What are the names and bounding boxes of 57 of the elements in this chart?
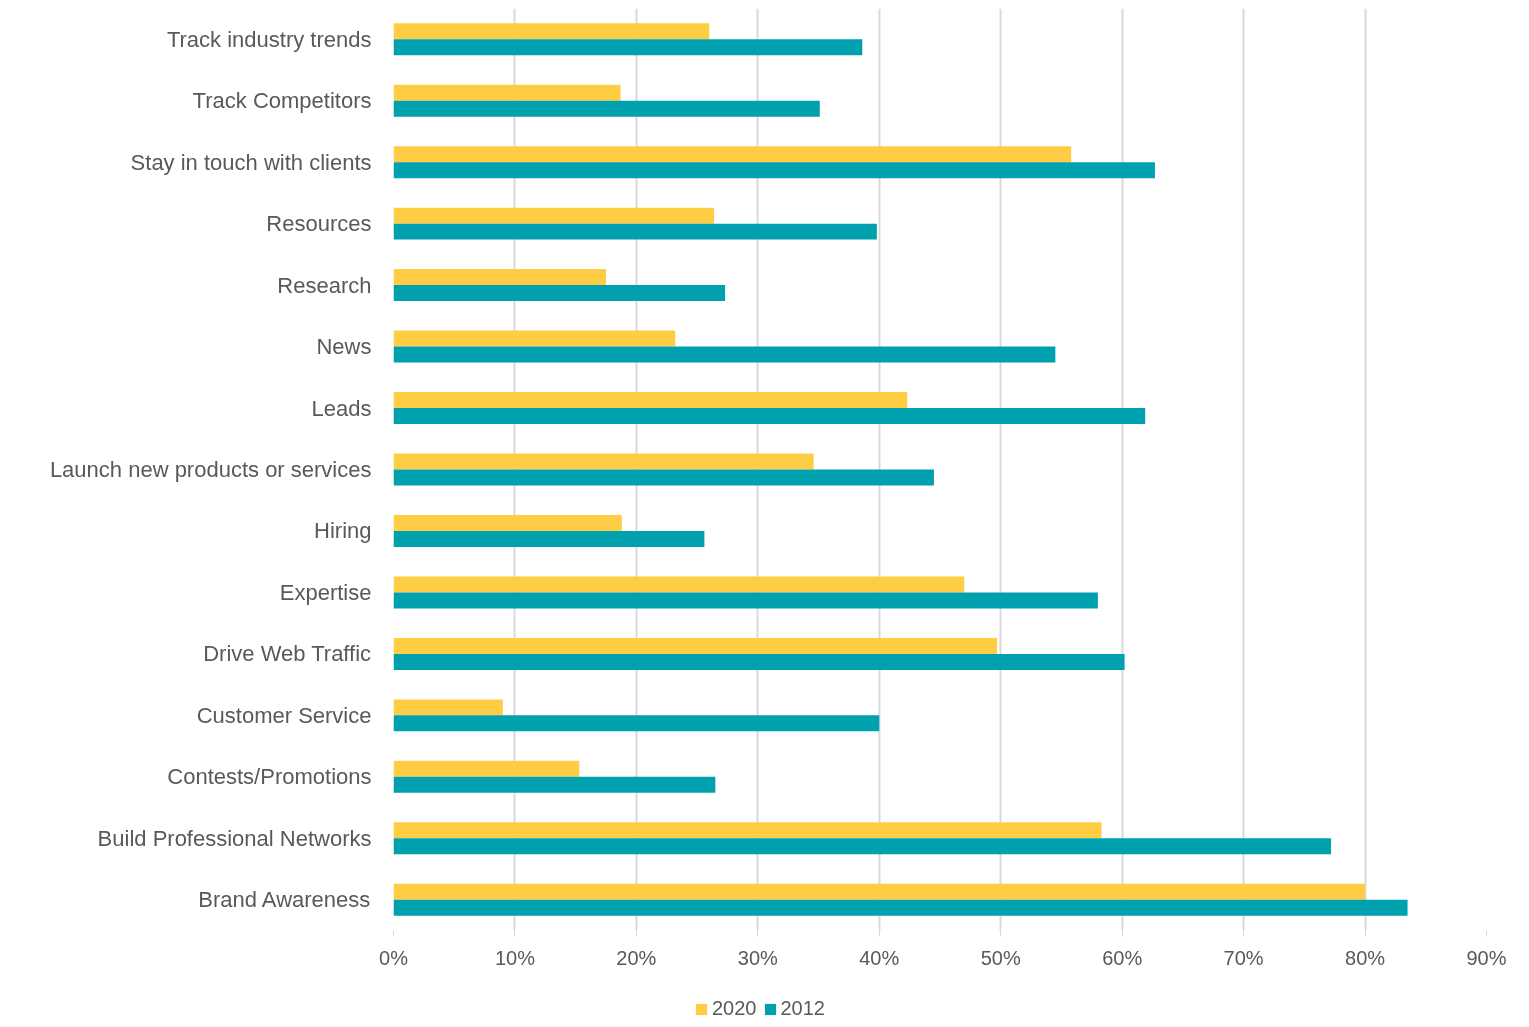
y-tick-label: Contests/Promotions [167,764,372,790]
bar [393,146,1072,163]
bar [393,899,1408,916]
bar [393,576,965,593]
bar [393,838,1332,855]
x-tick-label: 60% [1102,946,1143,969]
x-tick-label: 0% [379,946,409,969]
x-tick-label: 90% [1466,946,1507,969]
bar [393,453,814,470]
bar [393,39,863,56]
legend-label: 2012 [780,997,825,1020]
bar [393,84,621,101]
bar [393,269,607,286]
y-tick-label: Launch new products or services [49,457,372,482]
y-tick-label: Track industry trends [166,26,372,52]
y-tick-label: News [316,334,372,360]
bar [393,223,877,240]
bar [393,592,1098,609]
bar [393,760,580,777]
x-tick-label: 40% [859,946,900,969]
x-tick-label: 50% [980,946,1021,969]
bar [393,207,715,224]
y-tick-label: Hiring [314,518,372,544]
y-tick-label: Stay in touch with clients [130,149,372,175]
y-tick-label: Expertise [279,579,372,605]
x-tick-label: 30% [737,946,779,969]
bar [393,514,622,531]
bar [393,346,1056,363]
bar [393,883,1366,900]
x-tick-label: 10% [494,946,536,969]
y-tick-label: Build Professional Networks [97,825,372,851]
bar [393,699,503,716]
y-tick-label: Brand Awareness [198,887,371,913]
y-tick-label: Drive Web Traffic [203,641,372,667]
bar [393,23,710,40]
bar [393,653,1125,670]
bar [393,715,880,732]
bar [393,100,820,117]
y-tick-label: Research [277,272,372,298]
bar [393,408,1146,425]
y-tick-label: Customer Service [196,702,372,728]
bar [393,530,705,547]
bar [393,162,1155,179]
x-tick-label: 80% [1345,946,1386,969]
bar [393,822,1102,839]
bar [393,392,908,409]
y-tick-label: Resources [266,211,372,237]
bar [393,330,676,347]
legend-label: 2020 [712,997,757,1020]
y-tick-label: Leads [311,395,372,421]
y-tick-label: Track Competitors [192,88,372,114]
x-tick-label: 70% [1223,946,1264,969]
bar [393,285,726,302]
bar [393,776,716,793]
bar [393,469,934,486]
bar [393,637,998,654]
x-tick-label: 20% [616,946,657,969]
